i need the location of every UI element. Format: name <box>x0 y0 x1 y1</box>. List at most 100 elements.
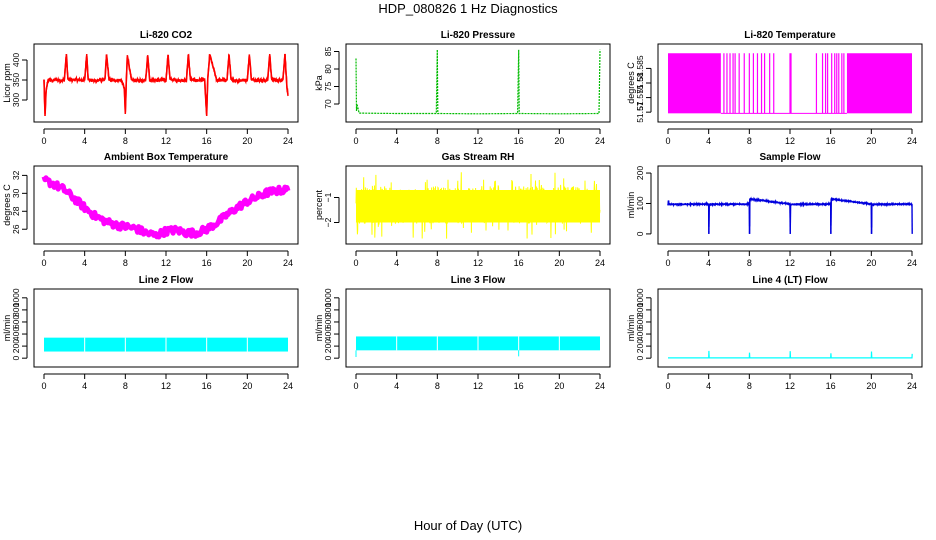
data-area <box>41 175 291 240</box>
x-axis-label: Hour of Day (UTC) <box>413 518 523 533</box>
y-tick-label: 400 <box>11 53 21 67</box>
x-tick-label: 24 <box>595 136 605 146</box>
data-segment <box>228 54 232 81</box>
x-tick-label: 20 <box>866 381 876 391</box>
x-tick-label: 24 <box>907 381 917 391</box>
plot-frame <box>345 288 611 368</box>
x-tick-label: 8 <box>747 381 752 391</box>
data-segment <box>831 198 872 205</box>
x-tick-label: 4 <box>394 258 399 268</box>
x-tick-label: 12 <box>161 258 171 268</box>
data-band <box>668 53 721 114</box>
panel-title: Ambient Box Temperature <box>104 152 229 163</box>
y-axis-label: percent <box>314 189 324 220</box>
y-tick-label: 0 <box>11 356 21 361</box>
x-tick-label: 20 <box>554 258 564 268</box>
x-tick-label: 24 <box>283 136 293 146</box>
x-tick-label: 4 <box>394 136 399 146</box>
y-tick-label: 51.58 <box>635 72 645 94</box>
x-tick-label: 12 <box>785 381 795 391</box>
x-tick-label: 8 <box>123 258 128 268</box>
y-tick-label: 200 <box>323 339 333 353</box>
y-tick-label: 28 <box>11 206 21 216</box>
y-axis-label: ml/min <box>314 315 324 342</box>
x-tick-label: 24 <box>283 381 293 391</box>
data-segment <box>269 53 273 81</box>
data-segment <box>176 79 187 82</box>
plot-frame <box>345 165 611 245</box>
x-tick-label: 4 <box>706 381 711 391</box>
y-tick-label: 100 <box>635 196 645 210</box>
data-area <box>355 49 601 115</box>
x-tick-label: 4 <box>394 381 399 391</box>
y-tick-label: 85 <box>323 47 333 57</box>
x-tick-label: 24 <box>595 381 605 391</box>
x-tick-label: 0 <box>353 381 358 391</box>
y-axis-label: ml/min <box>626 315 636 342</box>
y-tick-label: 350 <box>11 73 21 87</box>
data-segment <box>206 54 211 81</box>
panel-title: Li-820 Temperature <box>744 30 836 41</box>
x-tick-label: 20 <box>554 381 564 391</box>
data-segment <box>67 78 70 81</box>
y-tick-label: 400 <box>11 327 21 341</box>
y-tick-label: 51.575 <box>635 84 645 110</box>
data-segment <box>69 78 75 82</box>
x-tick-label: 12 <box>473 381 483 391</box>
x-tick-label: 16 <box>514 136 524 146</box>
x-tick-label: 16 <box>826 381 836 391</box>
data-area <box>667 196 913 234</box>
y-axis-label: ml/min <box>626 192 636 219</box>
y-tick-label: 200 <box>635 166 645 180</box>
data-segment <box>125 55 129 81</box>
panel-2: Li-820 Temperature degrees C 0 4 8 12 16 20 24 51… <box>626 30 923 146</box>
x-tick-label: 0 <box>665 258 670 268</box>
data-segment <box>51 78 57 82</box>
x-tick-label: 4 <box>82 258 87 268</box>
x-tick-label: 12 <box>473 258 483 268</box>
x-tick-label: 8 <box>747 258 752 268</box>
data-segment <box>124 79 128 115</box>
panel-4: Gas Stream RH percent 0 4 8 12 16 20 24 −2 −1 <box>314 152 611 268</box>
x-tick-label: 4 <box>706 258 711 268</box>
data-series <box>41 175 291 240</box>
data-segment <box>89 79 95 82</box>
panel-title: Line 3 Flow <box>451 275 506 286</box>
x-tick-label: 12 <box>785 258 795 268</box>
y-tick-label: 400 <box>635 327 645 341</box>
data-area <box>355 172 601 239</box>
x-tick-label: 16 <box>202 258 212 268</box>
data-segment <box>86 53 89 80</box>
x-tick-label: 0 <box>41 381 46 391</box>
data-segment <box>126 55 133 81</box>
data-area <box>44 337 288 352</box>
y-tick-label: 1000 <box>635 288 645 307</box>
y-tick-label: 70 <box>323 99 333 109</box>
plot-frame <box>657 288 923 368</box>
x-tick-label: 12 <box>473 136 483 146</box>
data-segment <box>44 91 47 117</box>
panel-6: Line 2 Flow ml/min 0 4 8 12 16 20 24 0 20040060080… <box>2 275 299 391</box>
x-tick-label: 0 <box>665 381 670 391</box>
data-series <box>668 350 913 359</box>
x-tick-label: 8 <box>123 136 128 146</box>
data-area <box>668 53 912 114</box>
panel-title: Li-820 Pressure <box>441 30 516 41</box>
y-tick-label: 600 <box>323 315 333 329</box>
y-tick-label: 200 <box>11 339 21 353</box>
panel-title: Line 2 Flow <box>139 275 194 286</box>
y-tick-label: 32 <box>11 170 21 180</box>
y-tick-label: 75 <box>323 82 333 92</box>
y-axis-label: degrees C <box>626 62 636 104</box>
x-tick-label: 0 <box>41 136 46 146</box>
y-axis-label: Licor ppm <box>2 63 12 103</box>
panel-3: Ambient Box Temperature degrees C 0 4 8 12 16 2… <box>2 152 299 268</box>
panel-5: Sample Flow ml/min 0 4 8 12 16 20 24 0 100 200 <box>626 152 923 268</box>
plot-frame <box>33 165 299 245</box>
x-tick-label: 8 <box>123 381 128 391</box>
x-tick-label: 8 <box>435 258 440 268</box>
x-tick-label: 24 <box>907 136 917 146</box>
y-tick-label: −1 <box>323 192 333 202</box>
data-segment <box>167 54 171 80</box>
data-segment <box>277 78 284 82</box>
